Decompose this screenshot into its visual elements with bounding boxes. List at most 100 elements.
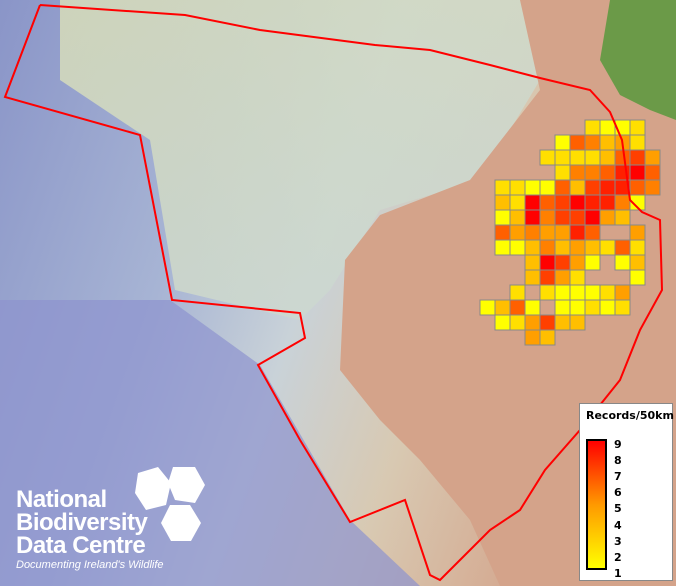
grid-cell[interactable] bbox=[629, 239, 646, 256]
grid-cell[interactable] bbox=[569, 179, 586, 196]
grid-cell[interactable] bbox=[524, 239, 541, 256]
grid-cell[interactable] bbox=[554, 149, 571, 166]
grid-cell[interactable] bbox=[569, 194, 586, 211]
grid-cell[interactable] bbox=[599, 164, 616, 181]
grid-cell[interactable] bbox=[629, 269, 646, 286]
grid-cell[interactable] bbox=[569, 269, 586, 286]
grid-cell[interactable] bbox=[584, 239, 601, 256]
grid-cell[interactable] bbox=[629, 119, 646, 136]
grid-cell[interactable] bbox=[599, 284, 616, 301]
grid-cell[interactable] bbox=[644, 164, 661, 181]
grid-cell[interactable] bbox=[494, 299, 511, 316]
grid-cell[interactable] bbox=[539, 284, 556, 301]
grid-cell[interactable] bbox=[509, 299, 526, 316]
grid-cell[interactable] bbox=[539, 149, 556, 166]
grid-cell[interactable] bbox=[614, 149, 631, 166]
grid-cell[interactable] bbox=[584, 284, 601, 301]
grid-cell[interactable] bbox=[494, 314, 511, 331]
grid-cell[interactable] bbox=[524, 299, 541, 316]
grid-cell[interactable] bbox=[599, 149, 616, 166]
grid-cell[interactable] bbox=[509, 239, 526, 256]
grid-cell[interactable] bbox=[599, 209, 616, 226]
grid-cell[interactable] bbox=[539, 254, 556, 271]
grid-cell[interactable] bbox=[629, 164, 646, 181]
grid-cell[interactable] bbox=[554, 179, 571, 196]
grid-cell[interactable] bbox=[539, 179, 556, 196]
grid-cell[interactable] bbox=[569, 314, 586, 331]
grid-cell[interactable] bbox=[524, 209, 541, 226]
grid-cell[interactable] bbox=[524, 329, 541, 346]
grid-cell[interactable] bbox=[629, 149, 646, 166]
grid-cell[interactable] bbox=[554, 224, 571, 241]
grid-cell[interactable] bbox=[569, 239, 586, 256]
grid-cell[interactable] bbox=[614, 254, 631, 271]
grid-cell[interactable] bbox=[509, 194, 526, 211]
grid-cell[interactable] bbox=[494, 194, 511, 211]
grid-cell[interactable] bbox=[584, 194, 601, 211]
grid-cell[interactable] bbox=[599, 239, 616, 256]
grid-cell[interactable] bbox=[569, 149, 586, 166]
grid-cell[interactable] bbox=[554, 134, 571, 151]
grid-cell[interactable] bbox=[539, 269, 556, 286]
grid-cell[interactable] bbox=[509, 284, 526, 301]
grid-cell[interactable] bbox=[554, 209, 571, 226]
grid-cell[interactable] bbox=[629, 134, 646, 151]
grid-cell[interactable] bbox=[479, 299, 496, 316]
grid-cell[interactable] bbox=[494, 179, 511, 196]
grid-cell[interactable] bbox=[554, 314, 571, 331]
grid-cell[interactable] bbox=[554, 194, 571, 211]
grid-cell[interactable] bbox=[614, 194, 631, 211]
grid-cell[interactable] bbox=[644, 149, 661, 166]
grid-cell[interactable] bbox=[554, 269, 571, 286]
grid-cell[interactable] bbox=[614, 284, 631, 301]
grid-cell[interactable] bbox=[539, 209, 556, 226]
grid-cell[interactable] bbox=[554, 284, 571, 301]
grid-cell[interactable] bbox=[614, 239, 631, 256]
grid-cell[interactable] bbox=[599, 119, 616, 136]
grid-cell[interactable] bbox=[629, 254, 646, 271]
grid-cell[interactable] bbox=[584, 299, 601, 316]
grid-cell[interactable] bbox=[554, 164, 571, 181]
grid-cell[interactable] bbox=[584, 119, 601, 136]
grid-cell[interactable] bbox=[524, 269, 541, 286]
grid-cell[interactable] bbox=[584, 209, 601, 226]
grid-cell[interactable] bbox=[554, 299, 571, 316]
grid-cell[interactable] bbox=[584, 164, 601, 181]
grid-cell[interactable] bbox=[539, 314, 556, 331]
grid-cell[interactable] bbox=[569, 209, 586, 226]
grid-cell[interactable] bbox=[599, 194, 616, 211]
grid-cell[interactable] bbox=[524, 194, 541, 211]
grid-cell[interactable] bbox=[584, 254, 601, 271]
grid-cell[interactable] bbox=[539, 194, 556, 211]
grid-cell[interactable] bbox=[494, 239, 511, 256]
grid-cell[interactable] bbox=[569, 134, 586, 151]
grid-cell[interactable] bbox=[494, 224, 511, 241]
grid-cell[interactable] bbox=[569, 299, 586, 316]
grid-cell[interactable] bbox=[524, 179, 541, 196]
grid-cell[interactable] bbox=[524, 314, 541, 331]
grid-cell[interactable] bbox=[569, 164, 586, 181]
grid-cell[interactable] bbox=[524, 254, 541, 271]
grid-cell[interactable] bbox=[509, 209, 526, 226]
grid-cell[interactable] bbox=[509, 179, 526, 196]
grid-cell[interactable] bbox=[569, 284, 586, 301]
grid-cell[interactable] bbox=[584, 179, 601, 196]
grid-cell[interactable] bbox=[554, 254, 571, 271]
grid-cell[interactable] bbox=[629, 179, 646, 196]
grid-cell[interactable] bbox=[524, 224, 541, 241]
grid-cell[interactable] bbox=[629, 224, 646, 241]
grid-cell[interactable] bbox=[584, 134, 601, 151]
grid-cell[interactable] bbox=[599, 179, 616, 196]
grid-cell[interactable] bbox=[614, 209, 631, 226]
grid-cell[interactable] bbox=[599, 134, 616, 151]
grid-cell[interactable] bbox=[569, 254, 586, 271]
grid-cell[interactable] bbox=[509, 224, 526, 241]
grid-cell[interactable] bbox=[539, 329, 556, 346]
grid-cell[interactable] bbox=[554, 239, 571, 256]
grid-cell[interactable] bbox=[539, 239, 556, 256]
grid-cell[interactable] bbox=[584, 224, 601, 241]
grid-cell[interactable] bbox=[509, 314, 526, 331]
grid-cell[interactable] bbox=[569, 224, 586, 241]
grid-cell[interactable] bbox=[584, 149, 601, 166]
grid-cell[interactable] bbox=[629, 194, 646, 211]
